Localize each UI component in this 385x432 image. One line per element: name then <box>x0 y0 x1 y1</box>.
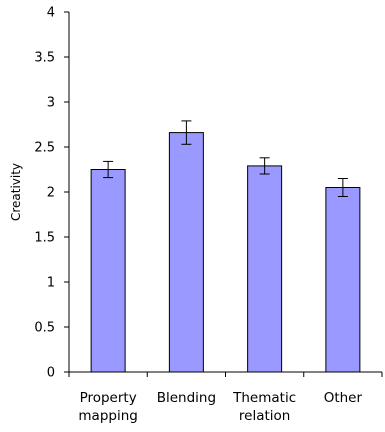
bars <box>90 132 361 373</box>
labels: 0 0.5 1 1.5 2 2.5 3 3.5 4 Property mapping Blending… <box>34 6 362 425</box>
y-tick-label: 3 <box>47 96 55 111</box>
bar <box>90 169 126 373</box>
y-tick-label: 0 <box>47 366 55 381</box>
y-tick-label: 0.5 <box>34 321 55 336</box>
y-tick-label: 2 <box>47 186 55 201</box>
x-category-label-line: Property <box>80 390 137 406</box>
x-category-label: Blending <box>157 390 216 406</box>
y-tick-label: 2.5 <box>34 141 55 156</box>
bar <box>247 165 283 373</box>
x-category-label-line: Other <box>324 390 363 406</box>
x-category-label-line: Blending <box>157 390 216 406</box>
y-axis-title: Creativity <box>9 163 23 221</box>
x-category-label-line: relation <box>239 408 290 424</box>
x-category-label: Thematic relation <box>232 390 296 424</box>
y-tick-label: 4 <box>47 6 55 21</box>
bar <box>325 187 361 373</box>
bar <box>168 132 204 373</box>
error-bars <box>103 120 348 197</box>
x-category-label: Property mapping <box>78 390 137 424</box>
x-category-label-line: Thematic <box>232 390 296 406</box>
y-tick-label: 1.5 <box>34 231 55 246</box>
x-category-label-line: mapping <box>78 408 137 424</box>
x-category-label: Other <box>324 390 363 406</box>
y-tick-label: 3.5 <box>34 51 55 66</box>
y-tick-label: 1 <box>47 276 55 291</box>
